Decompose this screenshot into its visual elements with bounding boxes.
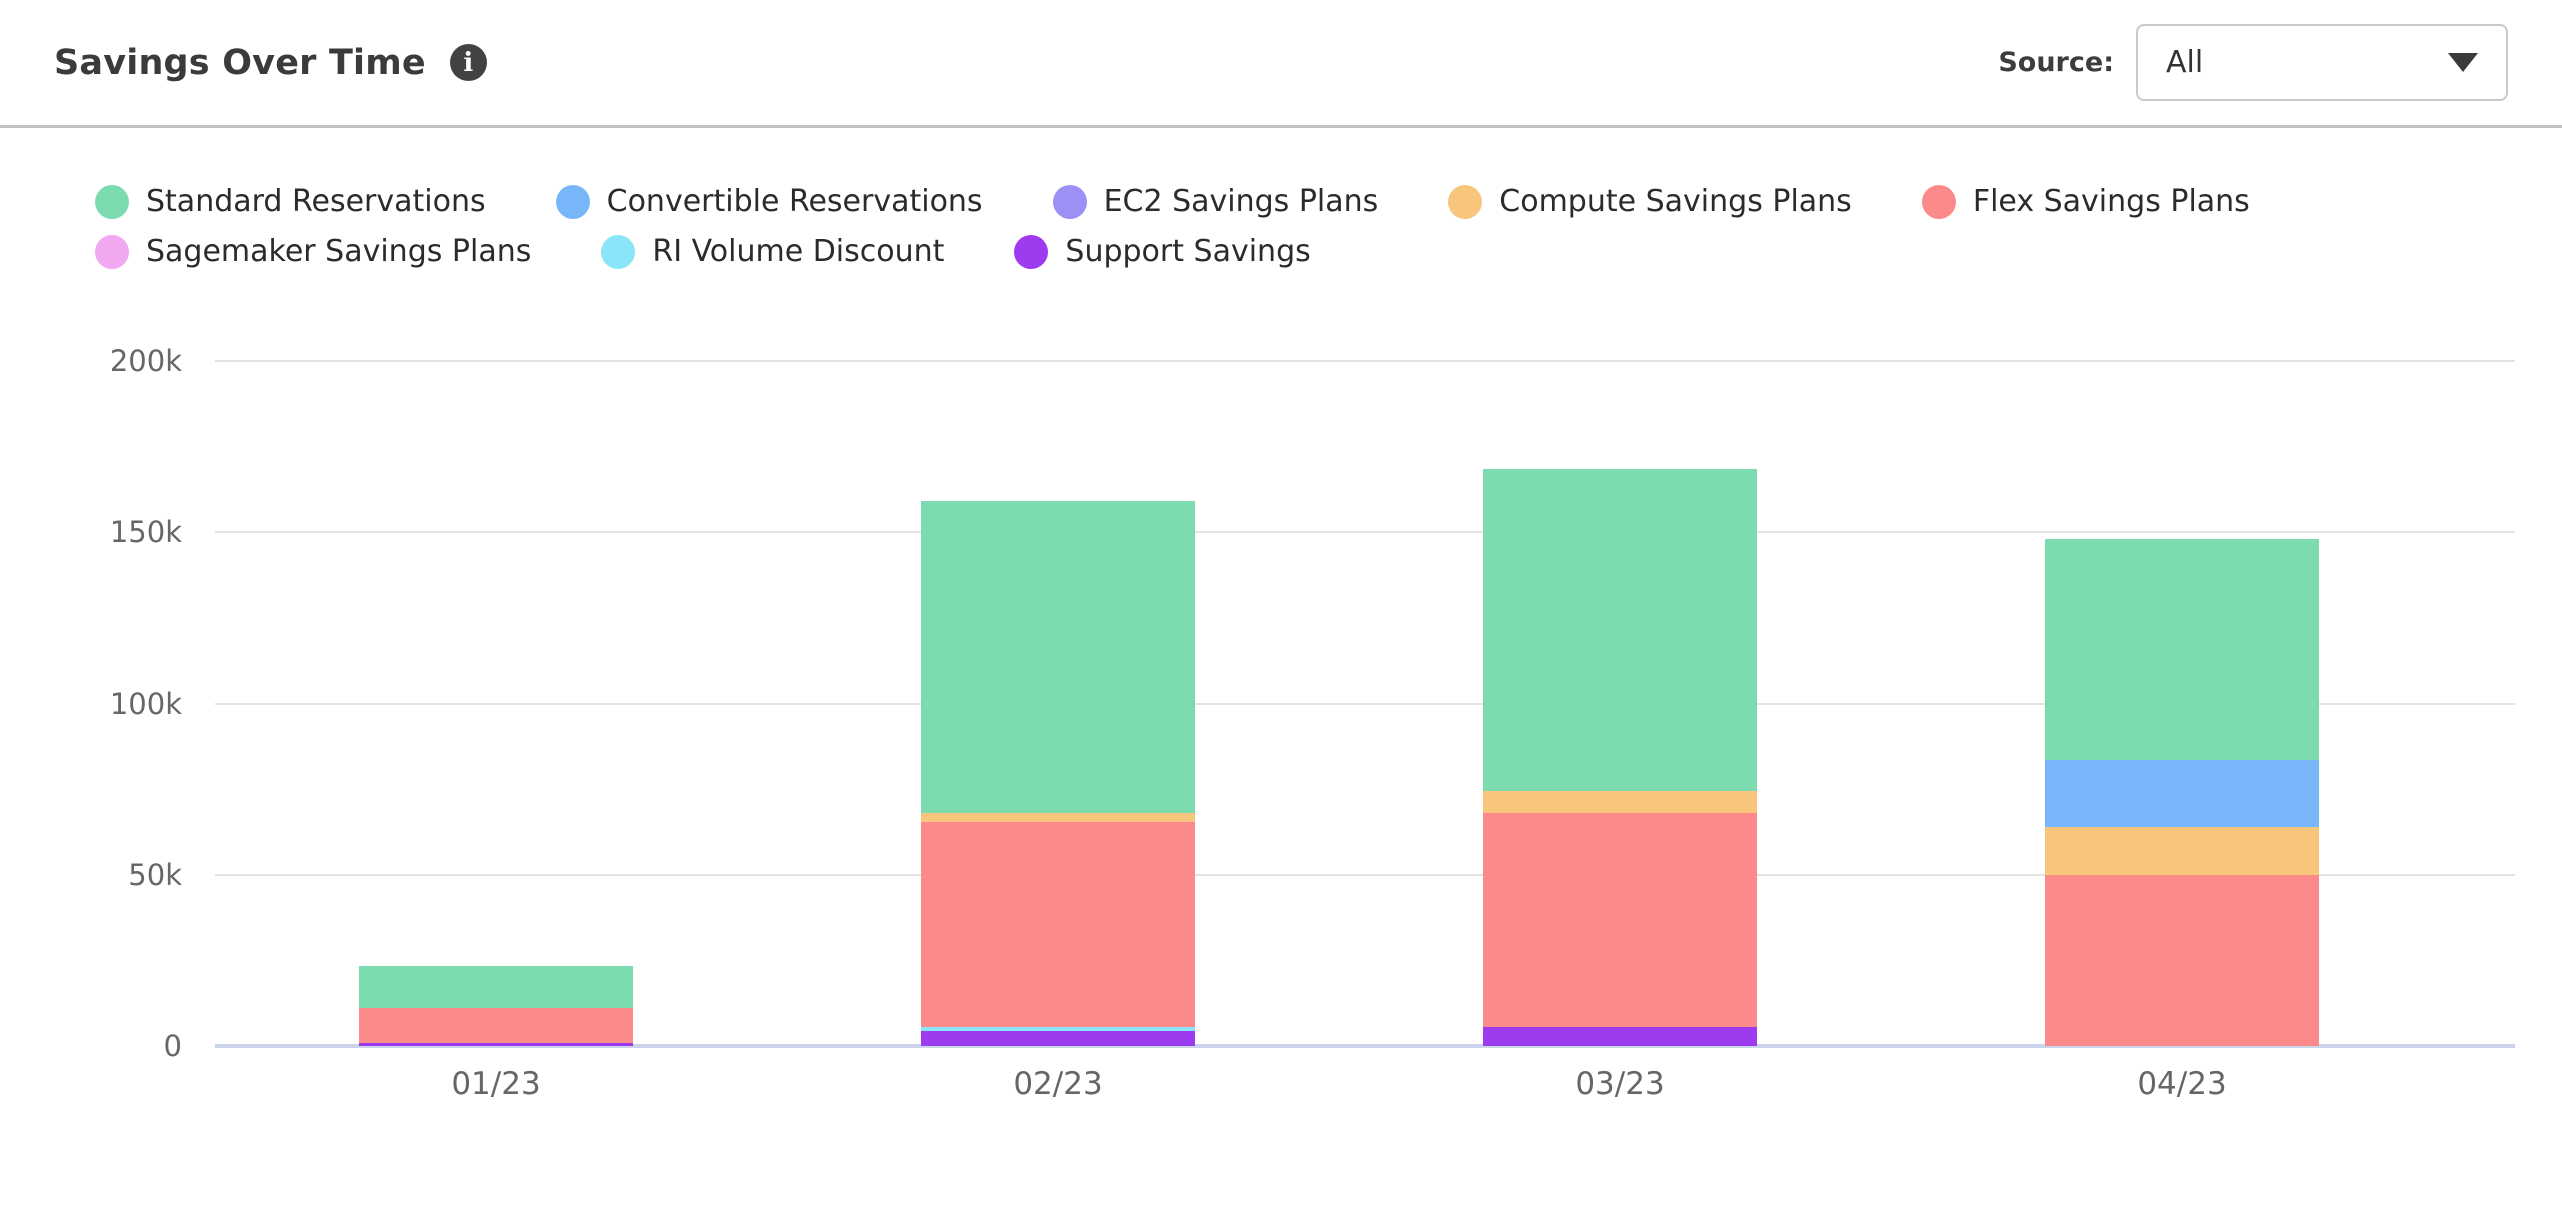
bar-segment-standard-reservations[interactable]	[1483, 468, 1757, 791]
legend-dot-icon	[1052, 184, 1087, 219]
legend-dot-icon	[95, 234, 129, 269]
legend-label: Standard Reservations	[146, 184, 486, 219]
bar-segment-flex-savings-plans[interactable]	[921, 821, 1195, 1028]
bar-segment-flex-savings-plans[interactable]	[2045, 874, 2319, 1046]
legend-label: Sagemaker Savings Plans	[146, 234, 532, 269]
bar-segment-standard-reservations[interactable]	[921, 501, 1195, 814]
panel-header: Savings Over Time i Source: All	[0, 0, 2562, 125]
source-select[interactable]: All	[2136, 24, 2508, 101]
legend-label: Flex Savings Plans	[1972, 184, 2250, 219]
stacked-bar-02-23	[921, 501, 1195, 1046]
x-tick-label-04-23: 04/23	[2137, 1066, 2227, 1102]
y-tick-label: 50k	[128, 857, 182, 892]
source-control: Source: All	[1998, 24, 2508, 101]
stacked-bar-04-23	[2045, 539, 2319, 1046]
bar-segment-support-savings[interactable]	[921, 1030, 1195, 1046]
bar-segment-compute-savings-plans[interactable]	[2045, 826, 2319, 875]
bar-segment-flex-savings-plans[interactable]	[359, 1008, 633, 1043]
legend-dot-icon	[555, 184, 590, 219]
bar-slot-03-23	[1339, 361, 1901, 1046]
gridline	[215, 531, 2515, 534]
legend-label: Support Savings	[1065, 234, 1311, 269]
legend-item-sagemaker-savings-plans[interactable]: Sagemaker Savings Plans	[95, 234, 531, 269]
bar-slot-02-23	[777, 361, 1339, 1046]
x-axis-line	[215, 1044, 2515, 1048]
legend-row-1: Standard Reservations Convertible Reserva…	[95, 184, 2250, 219]
bar-segment-compute-savings-plans[interactable]	[1483, 790, 1757, 814]
header-divider	[0, 125, 2562, 128]
bar-segment-standard-reservations[interactable]	[359, 965, 633, 1009]
legend-item-ri-volume-discount[interactable]: RI Volume Discount	[601, 234, 944, 269]
bar-segment-flex-savings-plans[interactable]	[1483, 813, 1757, 1028]
legend-dot-icon	[1921, 184, 1956, 219]
x-axis-labels: 01/23 02/23 03/23 04/23	[215, 1066, 2463, 1102]
y-tick-label: 150k	[109, 515, 182, 550]
legend-item-ec2-savings-plans[interactable]: EC2 Savings Plans	[1052, 184, 1379, 219]
gridline	[215, 702, 2515, 705]
stacked-bar-03-23	[1483, 468, 1757, 1046]
bar-segment-compute-savings-plans[interactable]	[921, 813, 1195, 822]
legend: Standard Reservations Convertible Reserva…	[95, 184, 2250, 269]
y-tick-label: 100k	[109, 686, 182, 721]
bar-segment-support-savings[interactable]	[359, 1042, 633, 1046]
y-tick-label: 200k	[109, 344, 182, 378]
x-tick-label-02-23: 02/23	[1013, 1066, 1103, 1102]
legend-item-flex-savings-plans[interactable]: Flex Savings Plans	[1921, 184, 2250, 219]
legend-row-2: Sagemaker Savings Plans RI Volume Discoun…	[95, 234, 2250, 269]
legend-item-convertible-reservations[interactable]: Convertible Reservations	[555, 184, 983, 219]
bar-segment-support-savings[interactable]	[1483, 1027, 1757, 1046]
source-select-value: All	[2166, 45, 2204, 80]
chart-plot-area	[215, 360, 2515, 1048]
y-tick-label: 0	[163, 1029, 182, 1063]
legend-dot-icon	[1448, 184, 1483, 219]
stacked-bar-01-23	[359, 965, 633, 1046]
x-tick-label-03-23: 03/23	[1575, 1066, 1665, 1102]
bar-segment-standard-reservations[interactable]	[2045, 539, 2319, 760]
legend-item-standard-reservations[interactable]: Standard Reservations	[95, 184, 486, 219]
legend-item-support-savings[interactable]: Support Savings	[1014, 234, 1311, 269]
gridline	[215, 360, 2515, 362]
legend-dot-icon	[1014, 234, 1049, 269]
legend-label: Convertible Reservations	[606, 184, 983, 219]
bar-slot-01-23	[215, 361, 777, 1046]
legend-label: Compute Savings Plans	[1499, 184, 1852, 219]
bar-segment-convertible-reservations[interactable]	[2045, 759, 2319, 827]
legend-label: EC2 Savings Plans	[1103, 184, 1379, 219]
info-icon[interactable]: i	[449, 44, 487, 81]
legend-item-compute-savings-plans[interactable]: Compute Savings Plans	[1448, 184, 1852, 219]
bar-segment-ri-volume-discount[interactable]	[921, 1027, 1195, 1031]
chevron-down-icon	[2448, 53, 2478, 72]
legend-dot-icon	[601, 234, 636, 269]
x-tick-label-01-23: 01/23	[451, 1066, 541, 1102]
bars-container	[215, 361, 2463, 1046]
title-wrap: Savings Over Time i	[54, 43, 487, 83]
legend-label: RI Volume Discount	[652, 234, 945, 269]
bar-slot-04-23	[1901, 361, 2463, 1046]
gridline	[215, 873, 2515, 876]
page-title: Savings Over Time	[54, 42, 426, 83]
source-label: Source:	[1998, 47, 2114, 78]
legend-dot-icon	[95, 184, 129, 219]
